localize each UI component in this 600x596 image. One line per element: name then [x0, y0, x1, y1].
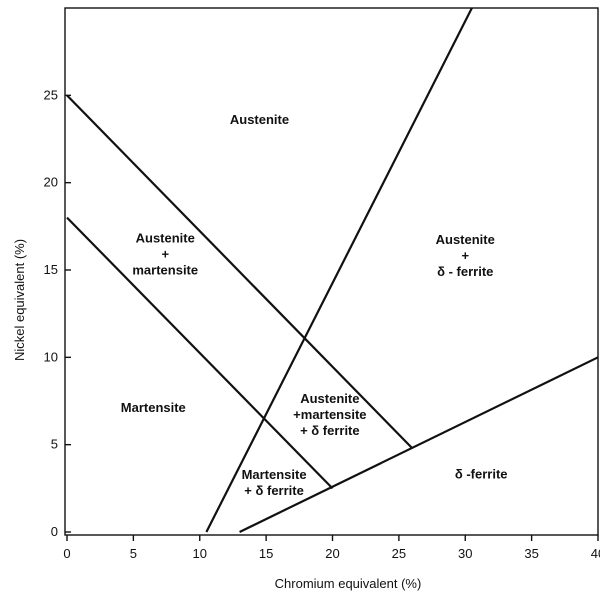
x-tick-label: 20: [325, 546, 339, 561]
region-label-group: Martensite: [121, 400, 186, 415]
region-label: δ -ferrite: [455, 466, 508, 481]
region-label-group: Austenite: [230, 112, 289, 127]
x-axis-title: Chromium equivalent (%): [275, 576, 422, 591]
region-labels: AusteniteAustenite+martensiteAustenite+δ…: [121, 112, 508, 498]
y-tick-label: 25: [44, 87, 58, 102]
region-label-group: Austenite+martensite+ δ ferrite: [293, 391, 366, 438]
region-label: Austenite: [136, 230, 195, 245]
region-label: + δ ferrite: [244, 483, 304, 498]
region-label: δ - ferrite: [437, 264, 493, 279]
boundary-line-1: [66, 94, 413, 449]
region-label: Austenite: [230, 112, 289, 127]
phase-boundaries: [66, 8, 598, 533]
y-tick-label: 20: [44, 175, 58, 190]
x-tick-label: 40: [591, 546, 600, 561]
region-label: Martensite: [121, 400, 186, 415]
region-label: martensite: [132, 262, 198, 277]
boundary-line-4: [239, 356, 598, 533]
x-tick-label: 35: [524, 546, 538, 561]
x-tick-label: 30: [458, 546, 472, 561]
axis-ticks: 0 5 10 15 20 25 30 35 40 0 5 10 15 20 25: [44, 87, 600, 561]
boundary-line-2: [66, 216, 334, 490]
region-label-group: Austenite+δ - ferrite: [436, 232, 495, 279]
y-tick-label: 10: [44, 349, 58, 364]
plot-frame: [64, 7, 599, 536]
y-tick-label: 5: [51, 437, 58, 452]
x-tick-label: 10: [193, 546, 207, 561]
y-tick-label: 15: [44, 262, 58, 277]
region-label: +: [161, 246, 169, 261]
region-label-group: Austenite+martensite: [132, 230, 198, 277]
y-tick-label: 0: [51, 524, 58, 539]
region-label-group: Martensite+ δ ferrite: [242, 467, 307, 498]
x-tick-label: 25: [392, 546, 406, 561]
boundary-line-3: [205, 8, 473, 533]
region-label: + δ ferrite: [300, 423, 360, 438]
x-tick-label: 15: [259, 546, 273, 561]
region-label: +martensite: [293, 407, 366, 422]
region-label: Austenite: [300, 391, 359, 406]
region-label: Austenite: [436, 232, 495, 247]
region-label: Martensite: [242, 467, 307, 482]
x-tick-label: 5: [130, 546, 137, 561]
region-label: +: [461, 248, 469, 263]
y-axis-title: Nickel equivalent (%): [12, 239, 27, 361]
region-label-group: δ -ferrite: [455, 466, 508, 481]
x-tick-label: 0: [63, 546, 70, 561]
